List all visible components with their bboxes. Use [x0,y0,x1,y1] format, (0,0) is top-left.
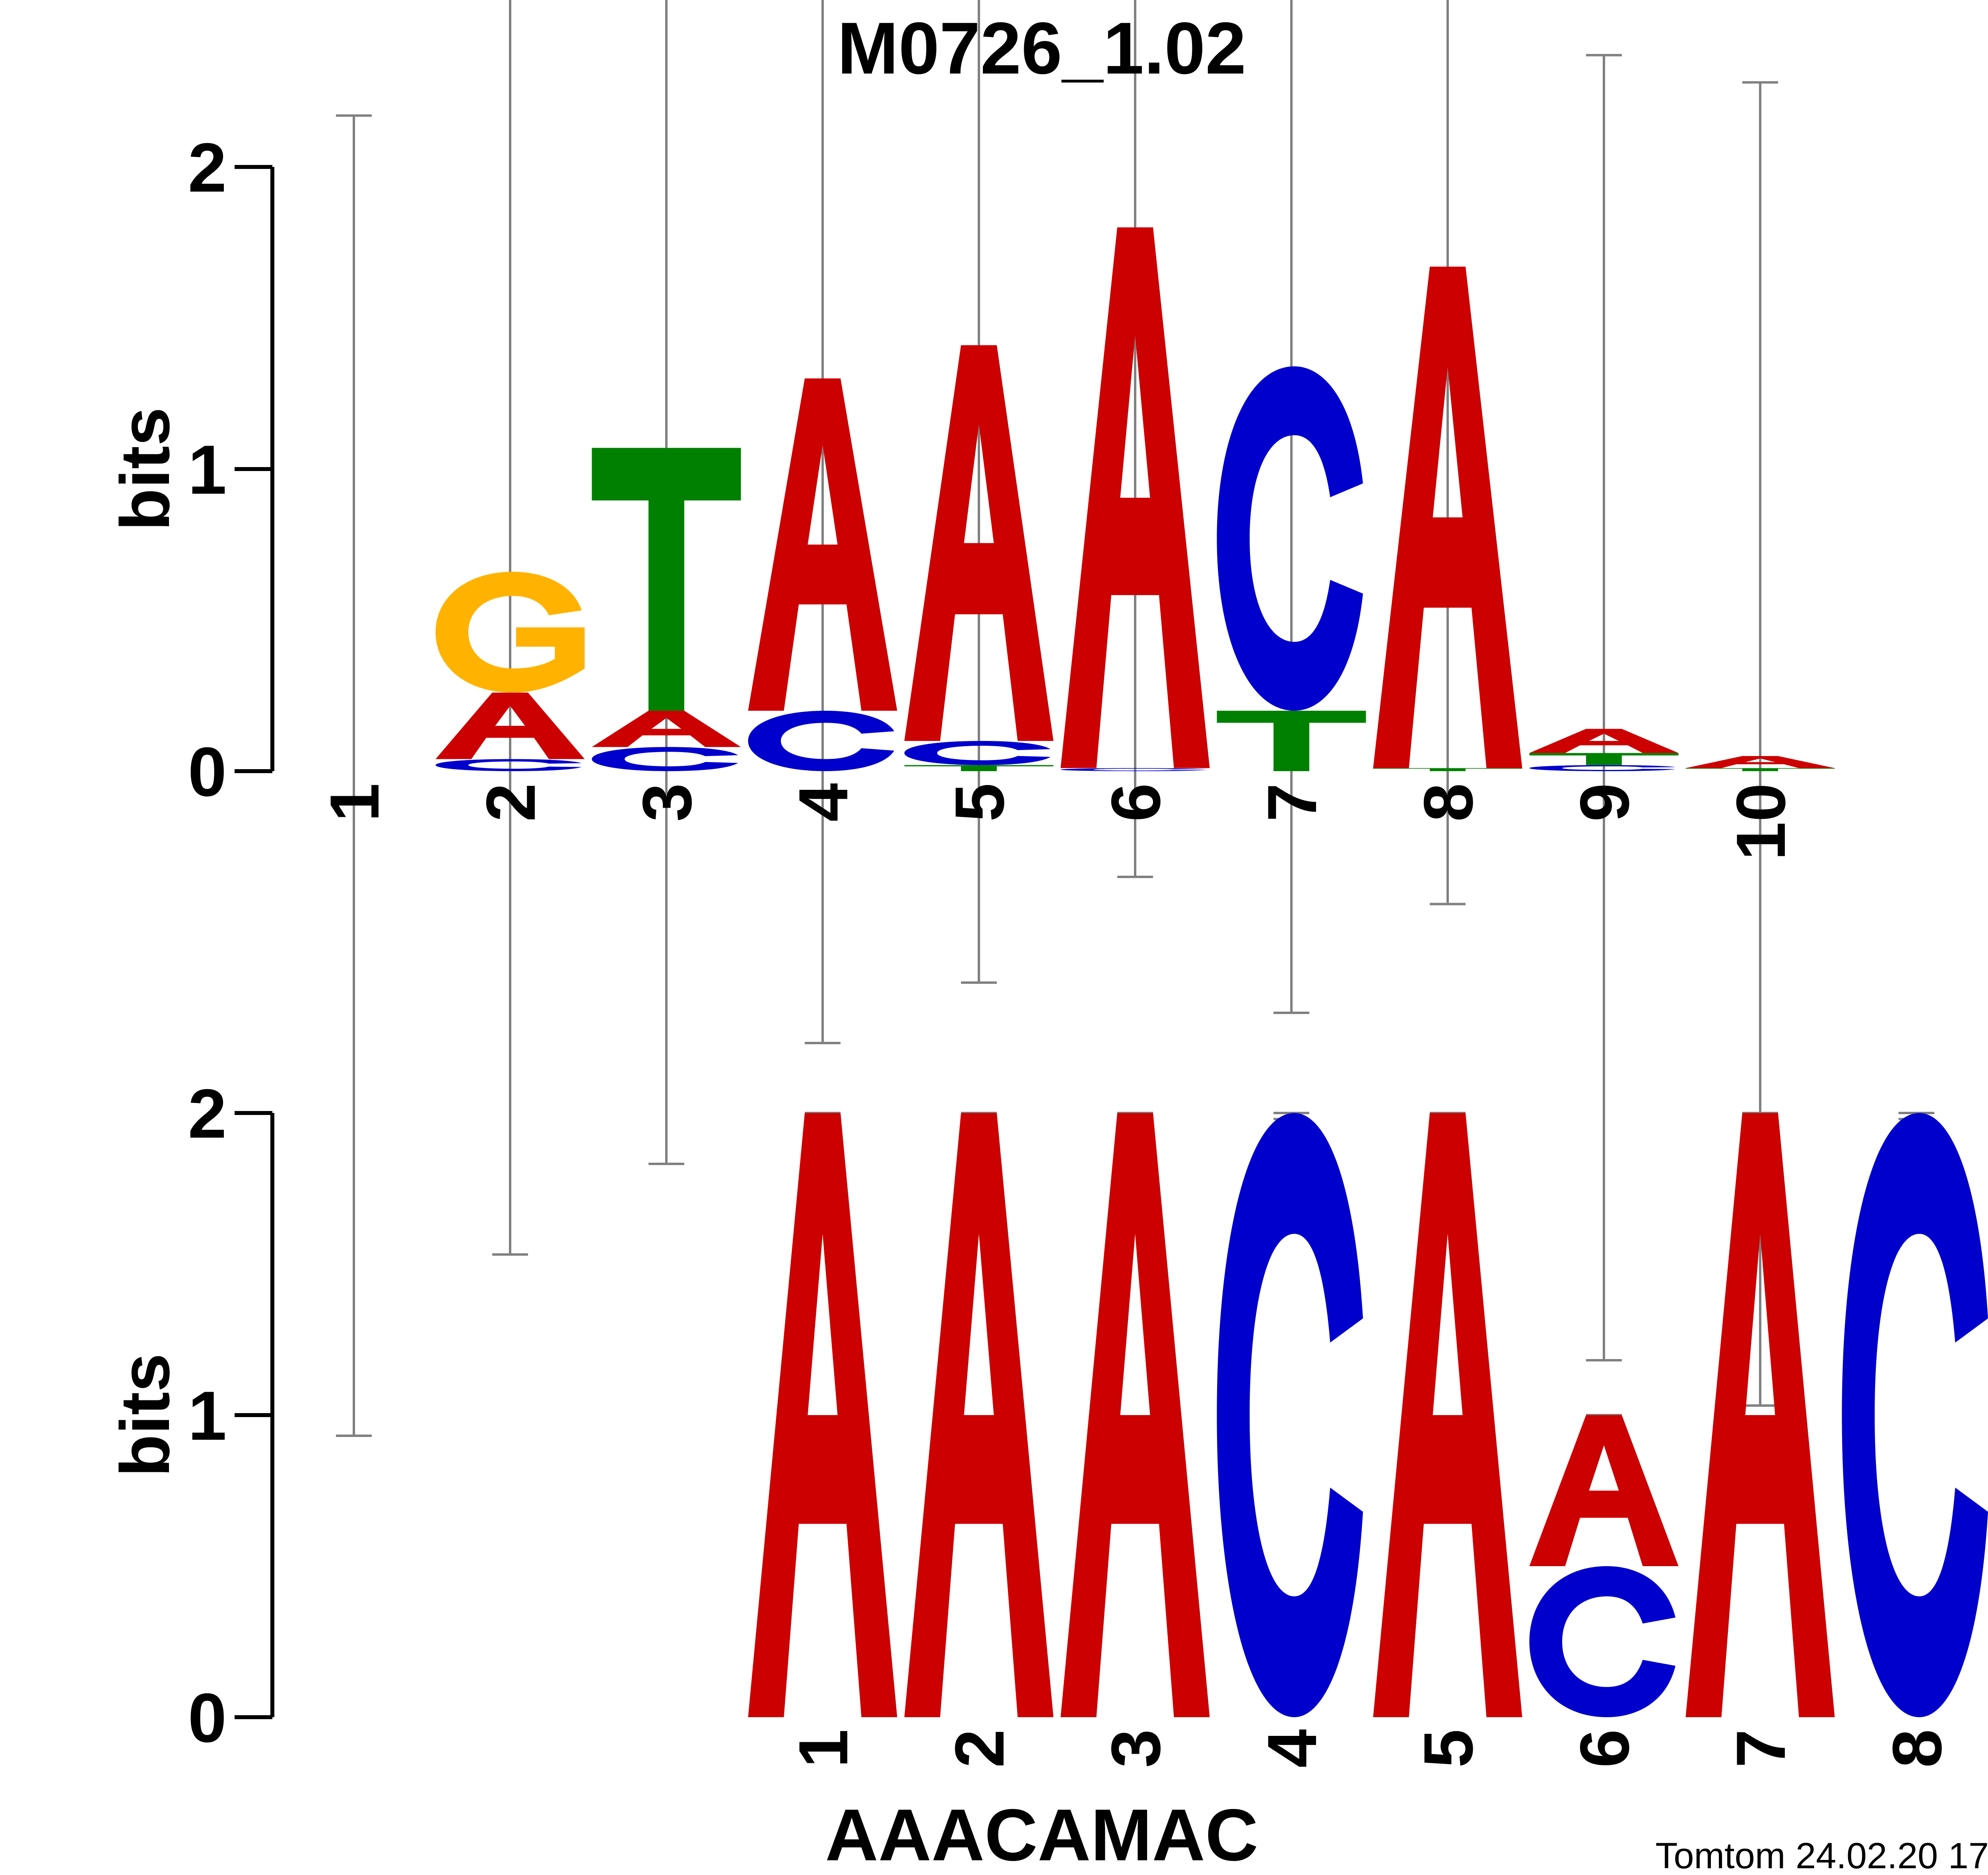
logo-letter-a [435,692,585,759]
logo-letter-t [1373,768,1522,771]
x-position-label: 4 [1254,1729,1331,1768]
logo-letter-a [1529,1415,1679,1566]
x-position-label: 2 [472,783,550,822]
x-position-label: 5 [1410,1729,1487,1768]
x-position-label: 5 [941,783,1019,822]
x-position-label: 1 [316,783,394,822]
x-position-label: 1 [785,1729,862,1768]
logo-letter-t [904,765,1054,771]
logo-letter-c [1217,366,1363,711]
y-tick-label: 2 [188,1075,227,1153]
logo-letter-c [904,741,1050,765]
logo-letter-t [1217,711,1366,771]
x-position-label: 3 [629,783,706,822]
y-axis-label: bits [107,407,184,531]
logo-letter-c [748,711,894,771]
logo-letter-c [1529,1566,1675,1717]
y-tick-label: 2 [188,129,227,207]
logo-letter-c [1842,1113,1988,1717]
x-axis-label: AAACAMAC [825,1794,1258,1875]
x-position-label: 10 [1722,783,1800,861]
y-tick-label: 1 [188,1377,227,1455]
logo-letter-c [435,759,582,771]
x-position-label: 9 [1566,783,1644,822]
y-tick-label: 0 [188,1679,227,1757]
logo-letter-t [1529,753,1679,765]
logo-letter-a [1685,1113,1835,1717]
logo-letter-a [1529,729,1679,753]
logo-letter-a [1373,1113,1522,1717]
x-position-label: 4 [785,783,862,822]
x-position-label: 3 [1097,1729,1175,1768]
y-axis-label: bits [107,1353,184,1477]
logo-letter-a [748,1113,897,1717]
x-position-label: 6 [1097,783,1175,822]
x-position-label: 6 [1566,1729,1644,1768]
logo-letter-a [748,378,897,711]
logo-letter-c [592,747,738,771]
logo-letter-g [435,572,585,693]
x-position-label: 8 [1879,1729,1956,1768]
x-position-label: 7 [1722,1729,1800,1768]
logo-letter-a [1060,1113,1210,1717]
logo-letter-a [904,345,1054,741]
logo-letter-c [1060,768,1207,771]
y-tick-label: 1 [188,431,227,509]
x-position-label: 7 [1254,783,1331,822]
logo-letter-a [904,1113,1054,1717]
logo-letter-a [592,711,741,747]
logo-letter-c [1217,1113,1363,1717]
x-position-label: 8 [1410,783,1487,822]
chart-title: M0726_1.02 [837,8,1246,89]
x-position-label: 2 [941,1729,1019,1768]
logo-letter-a [1373,266,1522,768]
y-tick-label: 0 [188,733,227,811]
logo-letter-t [592,448,741,711]
logo-letter-t [1685,768,1835,771]
logo-letter-c [1529,765,1675,771]
footer-stamp: Tomtom 24.02.20 17:27 [1655,1836,1988,1875]
